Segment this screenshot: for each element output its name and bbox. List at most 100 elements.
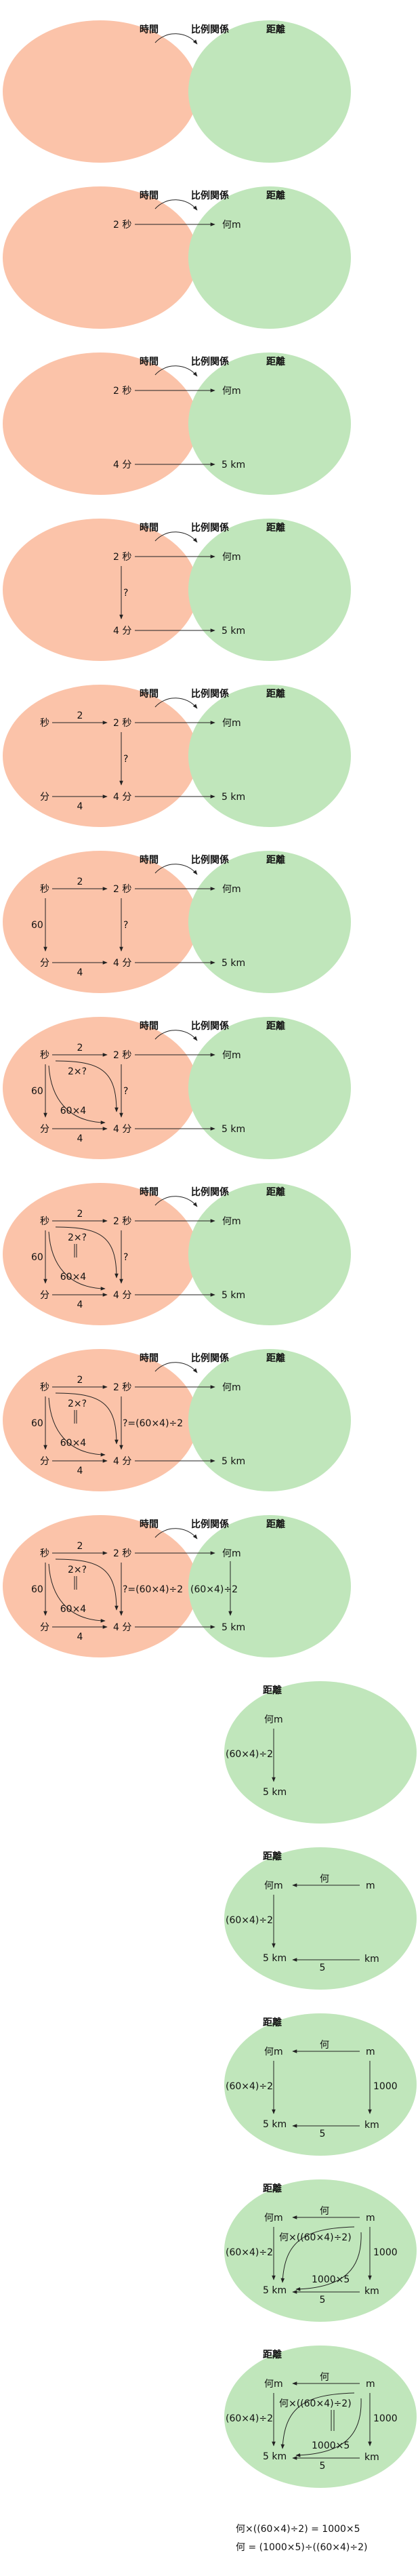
curve-sec-to-4min-lower xyxy=(48,1065,106,1125)
label-question-solved: ?=(60×4)÷2 xyxy=(123,1584,183,1595)
label-2-sec: 2 秒 xyxy=(113,1216,131,1227)
label-2-times-q: 2×? xyxy=(68,1232,87,1243)
label-nan-times-ratio: 何×((60×4)÷2) xyxy=(279,2398,352,2409)
label-nan-m: 何m xyxy=(264,2047,283,2057)
label-1000-times-5: 1000×5 xyxy=(312,2440,350,2451)
label-2: 2 xyxy=(77,1209,83,1220)
time-heading: 時間 xyxy=(140,1020,159,1032)
time-heading: 時間 xyxy=(140,522,159,534)
label-nan: 何 xyxy=(320,1874,329,1885)
label-2-times-q: 2×? xyxy=(68,1066,87,1077)
label-question: ? xyxy=(123,588,128,599)
label-1000: 1000 xyxy=(373,2413,398,2424)
label-5-km: 5 km xyxy=(222,1622,245,1633)
distance-ellipse xyxy=(188,851,351,993)
label-2-sec: 2 秒 xyxy=(113,884,131,895)
label-5-km: 5 km xyxy=(222,958,245,969)
time-ellipse xyxy=(3,851,198,993)
distance-heading: 距離 xyxy=(266,1020,285,1032)
label-min: 分 xyxy=(40,1124,49,1135)
distance-ellipse xyxy=(188,20,351,163)
time-ellipse xyxy=(3,685,198,827)
label-km: km xyxy=(364,2286,379,2297)
time-heading: 時間 xyxy=(140,854,159,866)
relation-arrow xyxy=(154,1362,198,1373)
label-4-min: 4 分 xyxy=(113,1456,131,1467)
distance-heading: 距離 xyxy=(263,1851,282,1862)
label-2-sec: 2 秒 xyxy=(113,1382,131,1393)
label-2-sec: 2 秒 xyxy=(113,1050,131,1061)
relation-arrow xyxy=(154,1030,198,1041)
label-4: 4 xyxy=(77,1466,83,1476)
label-sec: 秒 xyxy=(40,884,49,895)
label-60: 60 xyxy=(31,1086,43,1097)
label-2-sec: 2 秒 xyxy=(113,386,131,397)
equation-line: 何×((60×4)÷2) = 1000×5 xyxy=(236,2524,360,2535)
relation-arrow xyxy=(154,698,198,709)
label-min: 分 xyxy=(40,958,49,969)
diagram-panel: 時間 比例関係 距離 2 秒 何m 4 分 5 km? 秒 2 分 4 60 xyxy=(3,851,351,993)
time-ellipse xyxy=(3,519,198,661)
label-nan: 何 xyxy=(320,2372,329,2383)
label-5-km: 5 km xyxy=(263,1953,287,1964)
label-nan-m: 何m xyxy=(222,220,241,230)
label-5-km: 5 km xyxy=(222,626,245,637)
distance-heading: 距離 xyxy=(266,24,285,35)
distance-ellipse xyxy=(188,1515,351,1657)
diagram-panel: 時間 比例関係 距離 2 秒 何m 4 分 5 km ?=(60×4)÷2 秒 2 分 4 60 2×? 6… xyxy=(3,1349,351,1491)
distance-ellipse xyxy=(224,1681,417,1824)
label-60-times-4: 60×4 xyxy=(60,1604,87,1615)
label-km: km xyxy=(364,2452,379,2463)
relation-heading: 比例関係 xyxy=(191,190,229,201)
label-ratio: (60×4)÷2 xyxy=(190,1584,238,1595)
label-60: 60 xyxy=(31,1584,43,1595)
label-4-min: 4 分 xyxy=(113,1290,131,1301)
curve-m-to-5km-lower xyxy=(295,2398,362,2457)
relation-arrow xyxy=(154,365,198,377)
time-ellipse xyxy=(3,186,198,329)
distance-heading: 距離 xyxy=(266,854,285,866)
relation-arrow xyxy=(154,531,198,543)
label-2: 2 xyxy=(77,1375,83,1386)
relation-heading: 比例関係 xyxy=(191,1352,229,1364)
label-4: 4 xyxy=(77,1632,83,1643)
label-sec: 秒 xyxy=(40,1548,49,1559)
label-2: 2 xyxy=(77,710,83,721)
label-60-times-4: 60×4 xyxy=(60,1438,87,1449)
distance-ellipse xyxy=(188,1183,351,1325)
relation-heading: 比例関係 xyxy=(191,688,229,700)
label-min: 分 xyxy=(40,792,49,803)
curve-m-to-5km xyxy=(280,2392,355,2449)
distance-ellipse xyxy=(188,519,351,661)
label-4-min: 4 分 xyxy=(113,460,131,470)
distance-ellipse xyxy=(224,2179,417,2322)
label-question: ? xyxy=(123,1086,128,1097)
label-nan: 何 xyxy=(320,2206,329,2217)
label-1000: 1000 xyxy=(373,2247,398,2258)
label-4-min: 4 分 xyxy=(113,1124,131,1135)
relation-arrow xyxy=(154,1528,198,1539)
equation-line: 何 = (1000×5)÷((60×4)÷2) xyxy=(236,2542,368,2553)
label-1000-times-5: 1000×5 xyxy=(312,2274,350,2285)
label-nan-m: 何m xyxy=(222,552,241,563)
label-sec: 秒 xyxy=(40,1050,49,1061)
relation-arrow xyxy=(154,1196,198,1207)
label-4-min: 4 分 xyxy=(113,792,131,803)
label-1000: 1000 xyxy=(373,2081,398,2092)
label-5-km: 5 km xyxy=(263,2451,287,2462)
label-question: ? xyxy=(123,920,128,931)
curve-sec-to-4min-lower xyxy=(48,1397,106,1457)
label-question-solved: ?=(60×4)÷2 xyxy=(123,1418,183,1429)
distance-heading: 距離 xyxy=(266,688,285,700)
distance-heading: 距離 xyxy=(266,1518,285,1530)
label-2: 2 xyxy=(77,1043,83,1053)
label-60-times-4: 60×4 xyxy=(60,1272,87,1283)
time-ellipse xyxy=(3,1183,198,1325)
label-ratio: (60×4)÷2 xyxy=(226,2247,273,2258)
label-ratio: (60×4)÷2 xyxy=(226,1915,273,1926)
label-5: 5 xyxy=(320,2129,326,2139)
relation-heading: 比例関係 xyxy=(191,854,229,866)
